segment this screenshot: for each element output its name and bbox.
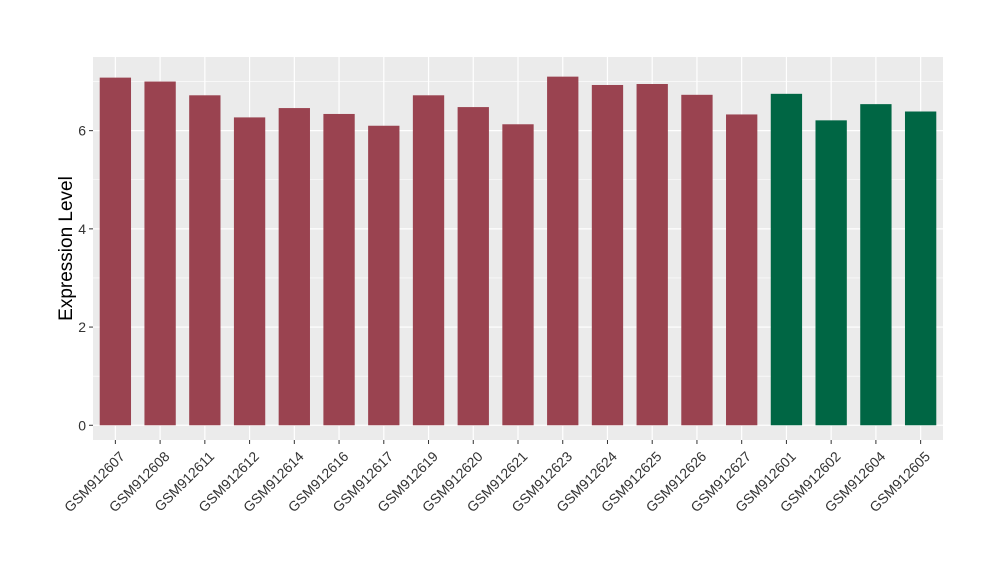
bar-GSM912602 bbox=[815, 120, 847, 426]
bar-GSM912601 bbox=[770, 93, 803, 426]
y-tick-label: 2 bbox=[78, 319, 86, 335]
bar-GSM912612 bbox=[233, 117, 266, 426]
y-tick-label: 6 bbox=[78, 123, 86, 139]
bar-GSM912625 bbox=[636, 84, 668, 426]
bar-GSM912608 bbox=[144, 81, 176, 426]
x-axis: GSM912607GSM912608GSM912611GSM912612GSM9… bbox=[61, 440, 933, 515]
y-tick-label: 4 bbox=[78, 221, 86, 237]
bar-GSM912611 bbox=[189, 95, 221, 426]
bars bbox=[99, 76, 937, 426]
bar-GSM912627 bbox=[726, 114, 758, 426]
y-axis: 0 2 4 6 bbox=[78, 123, 93, 433]
bar-GSM912604 bbox=[860, 104, 892, 426]
bar-GSM912623 bbox=[547, 76, 579, 426]
bar-GSM912624 bbox=[591, 84, 624, 426]
y-axis-title: Expression Level bbox=[56, 176, 77, 321]
bar-GSM912614 bbox=[278, 108, 310, 426]
bar-GSM912607 bbox=[99, 77, 132, 426]
bar-GSM912605 bbox=[904, 111, 937, 426]
bar-GSM912619 bbox=[412, 95, 445, 426]
bar-GSM912621 bbox=[502, 124, 534, 426]
bar-GSM912626 bbox=[681, 94, 713, 426]
y-tick-label: 0 bbox=[78, 417, 86, 433]
bar-GSM912620 bbox=[457, 107, 489, 426]
bar-GSM912617 bbox=[368, 125, 400, 426]
bar-GSM912616 bbox=[323, 113, 355, 426]
